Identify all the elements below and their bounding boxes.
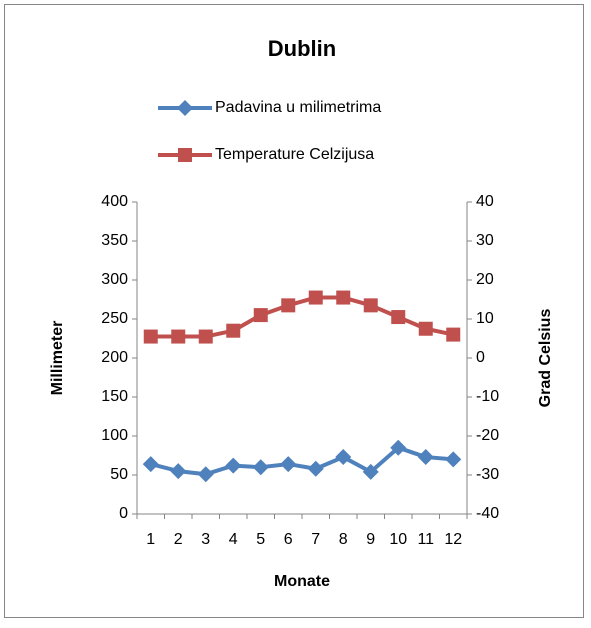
chart-title: Dublin bbox=[268, 36, 336, 61]
y-tick-label: 200 bbox=[101, 349, 128, 366]
x-tick-label: 2 bbox=[174, 531, 183, 548]
marker bbox=[281, 298, 296, 313]
y-tick-label: 400 bbox=[101, 193, 128, 210]
legend-marker bbox=[177, 100, 193, 116]
y-axis-title: Millimeter bbox=[49, 321, 66, 396]
y-tick-label: 50 bbox=[110, 466, 128, 483]
marker bbox=[253, 308, 268, 323]
marker bbox=[335, 449, 352, 466]
y2-tick-label: 40 bbox=[476, 193, 494, 210]
marker bbox=[142, 456, 159, 473]
marker bbox=[362, 463, 379, 480]
marker bbox=[336, 290, 351, 305]
marker bbox=[171, 329, 186, 344]
x-tick-label: 1 bbox=[146, 531, 155, 548]
x-tick-label: 9 bbox=[366, 531, 375, 548]
marker bbox=[417, 449, 434, 466]
x-tick-label: 4 bbox=[229, 531, 238, 548]
y-tick-label: 300 bbox=[101, 271, 128, 288]
y-tick-label: 150 bbox=[101, 388, 128, 405]
legend-marker bbox=[178, 148, 192, 162]
x-tick-label: 11 bbox=[417, 531, 434, 548]
x-tick-label: 5 bbox=[256, 531, 265, 548]
marker bbox=[170, 463, 187, 480]
y2-tick-label: -20 bbox=[476, 427, 499, 444]
legend-label: Padavina u milimetrima bbox=[215, 99, 381, 116]
y-tick-label: 250 bbox=[101, 310, 128, 327]
marker bbox=[308, 290, 323, 305]
y2-tick-label: 30 bbox=[476, 232, 494, 249]
marker bbox=[225, 457, 242, 474]
y2-axis-title: Grad Celsius bbox=[537, 309, 554, 408]
x-tick-label: 10 bbox=[389, 531, 407, 548]
y2-tick-label: 20 bbox=[476, 271, 494, 288]
y-tick-label: 100 bbox=[101, 427, 128, 444]
y2-tick-label: -40 bbox=[476, 505, 499, 522]
marker bbox=[363, 298, 378, 313]
marker bbox=[390, 439, 407, 456]
y2-tick-label: -10 bbox=[476, 388, 499, 405]
x-tick-label: 6 bbox=[284, 531, 293, 548]
y-tick-label: 350 bbox=[101, 232, 128, 249]
marker bbox=[197, 466, 214, 483]
x-tick-label: 12 bbox=[444, 531, 462, 548]
y2-tick-label: 10 bbox=[476, 310, 494, 327]
marker bbox=[252, 459, 269, 476]
y2-tick-label: -30 bbox=[476, 466, 499, 483]
legend-label: Temperature Celzijusa bbox=[215, 146, 374, 163]
marker bbox=[198, 329, 213, 344]
y-tick-label: 0 bbox=[119, 505, 128, 522]
marker bbox=[280, 456, 297, 473]
x-tick-label: 3 bbox=[201, 531, 210, 548]
y2-tick-label: 0 bbox=[476, 349, 485, 366]
marker bbox=[418, 321, 433, 336]
marker bbox=[391, 310, 406, 325]
x-axis-title: Monate bbox=[274, 573, 330, 590]
marker bbox=[446, 327, 461, 342]
marker bbox=[143, 329, 158, 344]
x-tick-label: 7 bbox=[311, 531, 320, 548]
x-tick-label: 8 bbox=[339, 531, 348, 548]
marker bbox=[307, 460, 324, 477]
marker bbox=[445, 451, 462, 468]
marker bbox=[226, 323, 241, 338]
